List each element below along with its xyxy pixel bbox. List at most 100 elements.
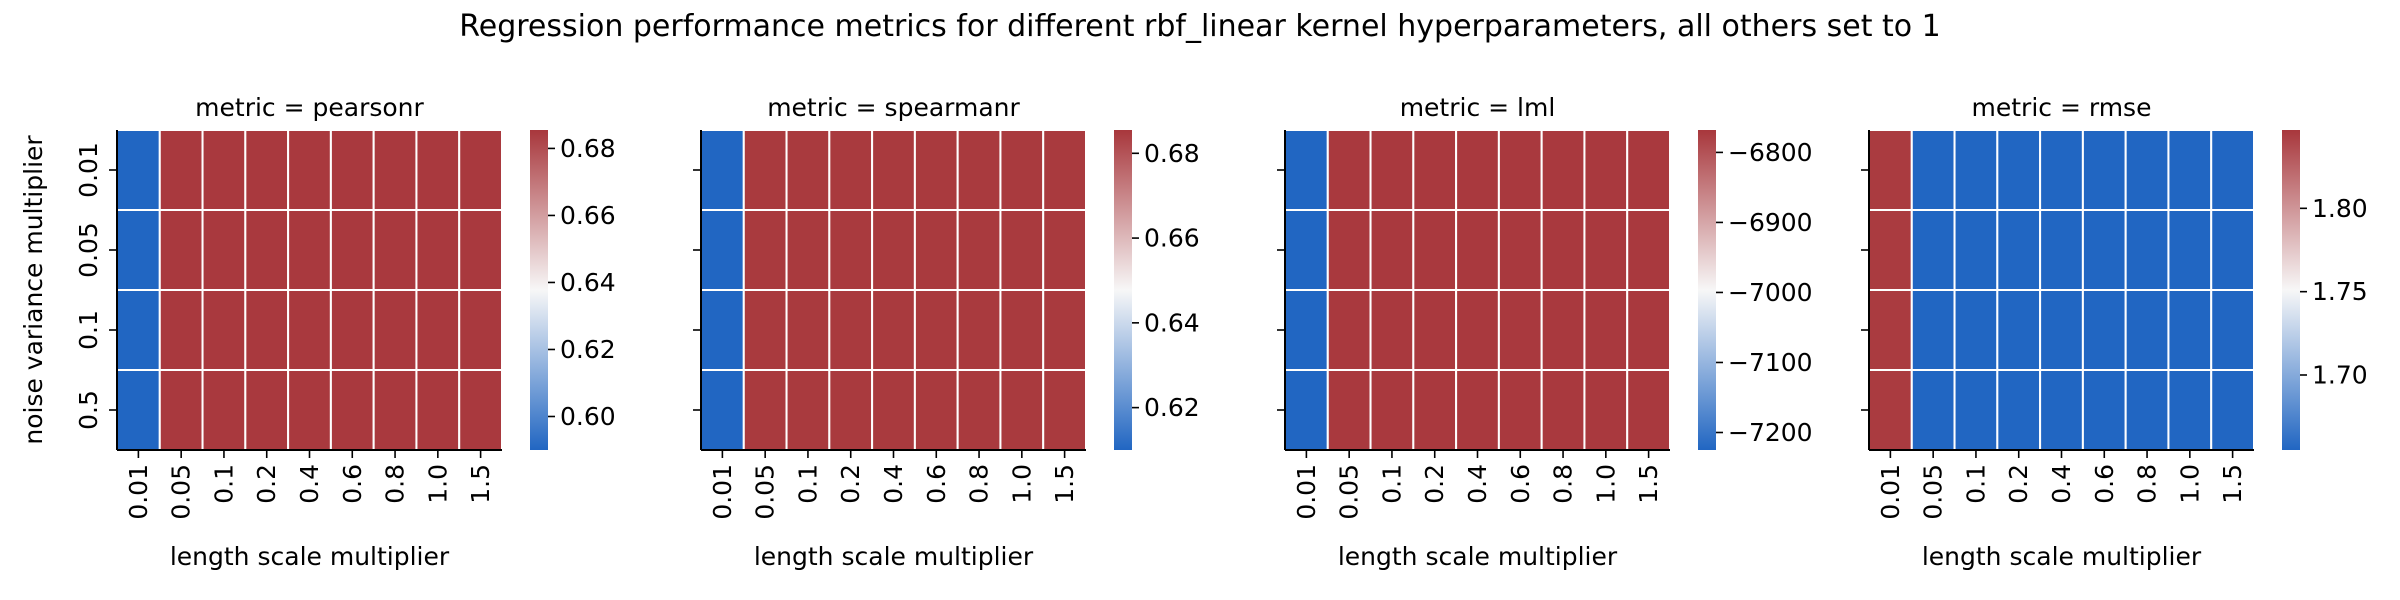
heatmap-cell	[1996, 289, 2042, 371]
heatmap-cell	[1455, 289, 1500, 371]
colorbar-tick-label: −7000	[1728, 278, 1813, 307]
x-tick-label: 1.0	[423, 464, 452, 504]
colorbar	[1114, 130, 1132, 450]
heatmap-cell	[1326, 209, 1372, 291]
heatmap-cell	[287, 369, 332, 451]
heatmap-cell	[2081, 289, 2127, 371]
heatmap-cell	[1497, 129, 1543, 211]
heatmap-cell	[1868, 369, 1913, 451]
heatmap-cell	[244, 209, 290, 291]
heatmap-cell	[1626, 129, 1671, 211]
heatmap-cell	[1042, 369, 1087, 451]
heatmap-cell	[244, 369, 290, 451]
colorbar-tick-label: 0.66	[560, 201, 616, 230]
x-tick-label: 1.0	[1007, 464, 1036, 504]
x-tick-label: 0.01	[1876, 464, 1905, 520]
heatmap-cell	[1953, 369, 1999, 451]
heatmap-cell	[2210, 289, 2255, 371]
heatmap-cell	[287, 129, 332, 211]
heatmap-panel-4: metric = rmse 0.01 0.05 0.1 0.2 0.4 0.6 0.8 1.0 1…	[1861, 93, 2368, 571]
heatmap-cell	[329, 209, 375, 291]
heatmap-cell	[1626, 209, 1671, 291]
x-tick-label: 0.1	[793, 464, 822, 504]
colorbar-tick-label: 1.75	[2312, 277, 2368, 306]
heatmap-cell	[1540, 209, 1586, 291]
heatmap-cell	[1284, 209, 1329, 291]
heatmap-cell	[1996, 129, 2042, 211]
heatmap-panels: metric = pearsonr 0.01 0.05 0.1 0.2 0.4 0.6 0.8…	[74, 93, 2368, 571]
heatmap-panel-3: metric = lml 0.01 0.05 0.1 0.2 0.4 0.6 0.8 1.0 1.…	[1277, 93, 1813, 571]
y-tick-label: 0.01	[74, 142, 103, 198]
heatmap-cell	[700, 289, 745, 371]
heatmap-cell	[999, 129, 1045, 211]
heatmap-cell	[2210, 129, 2255, 211]
x-tick-label: 0.01	[1292, 464, 1321, 520]
heatmap-cell	[828, 289, 874, 371]
heatmap-cell	[956, 369, 1002, 451]
heatmap-cell	[201, 369, 247, 451]
heatmap-cell	[700, 209, 745, 291]
heatmap-cell	[1868, 129, 1913, 211]
heatmap-cell	[700, 369, 745, 451]
heatmap-cell	[913, 209, 959, 291]
heatmap-cell	[1868, 289, 1913, 371]
heatmap-cell	[2167, 209, 2213, 291]
heatmap-cell	[828, 129, 874, 211]
x-tick-label: 1.5	[2218, 464, 2247, 504]
heatmap-panel-1: metric = pearsonr 0.01 0.05 0.1 0.2 0.4 0.6 0.8…	[74, 93, 616, 571]
heatmap-cell	[785, 289, 831, 371]
x-tick-label: 0.8	[1549, 464, 1578, 504]
heatmap-cell	[742, 369, 788, 451]
x-tick-label: 0.6	[1506, 464, 1535, 504]
heatmap-cell	[1412, 129, 1458, 211]
colorbar-tick-label: 0.64	[560, 268, 616, 297]
heatmap-cell	[372, 129, 418, 211]
colorbar-tick-label: −7200	[1728, 418, 1813, 447]
x-tick-label: 0.8	[381, 464, 410, 504]
heatmap-cell	[1497, 289, 1543, 371]
heatmap-cell	[785, 369, 831, 451]
heatmap-cell	[201, 289, 247, 371]
heatmap-cell	[913, 129, 959, 211]
heatmap-cell	[2124, 129, 2170, 211]
heatmap-cell	[785, 209, 831, 291]
heatmap-cell	[1583, 129, 1629, 211]
heatmap-cell	[2210, 209, 2255, 291]
heatmap-cell	[458, 289, 504, 371]
heatmap-cell	[2124, 209, 2170, 291]
colorbar-tick-label: 0.62	[560, 335, 616, 364]
x-tick-label: 0.6	[2090, 464, 2119, 504]
heatmap-cell	[287, 209, 332, 291]
heatmap-cell	[956, 129, 1002, 211]
heatmap-cell	[1953, 209, 1999, 291]
heatmap-cell	[116, 289, 161, 371]
y-tick-label: 0.1	[74, 310, 103, 350]
heatmap-cell	[1369, 209, 1415, 291]
heatmap-cell	[415, 369, 461, 451]
heatmap-cell	[158, 129, 204, 211]
panel-title: metric = pearsonr	[195, 93, 424, 122]
colorbar-tick-label: −6800	[1728, 138, 1813, 167]
colorbar-tick-label: −6900	[1728, 208, 1813, 237]
x-tick-label: 1.5	[466, 464, 495, 504]
x-tick-label: 0.05	[1919, 464, 1948, 520]
heatmap-cell	[458, 369, 504, 451]
colorbar	[2282, 130, 2300, 450]
heatmap-cell	[372, 369, 418, 451]
heatmap-cell	[415, 289, 461, 371]
heatmap-cell	[1455, 369, 1500, 451]
heatmap-cell	[1369, 369, 1415, 451]
heatmap-cell	[244, 129, 290, 211]
colorbar	[1698, 130, 1716, 450]
heatmap-cell	[287, 289, 332, 371]
x-tick-label: 0.05	[167, 464, 196, 520]
x-tick-label: 0.01	[708, 464, 737, 520]
heatmap-cell	[1369, 129, 1415, 211]
panel-title: metric = spearmanr	[767, 93, 1020, 122]
x-tick-label: 0.4	[295, 464, 324, 504]
heatmap-cell	[458, 209, 504, 291]
heatmap-cell	[1626, 369, 1671, 451]
heatmap-cell	[2210, 369, 2255, 451]
colorbar-tick-label: 1.70	[2312, 361, 2368, 390]
heatmap-cell	[2039, 289, 2084, 371]
